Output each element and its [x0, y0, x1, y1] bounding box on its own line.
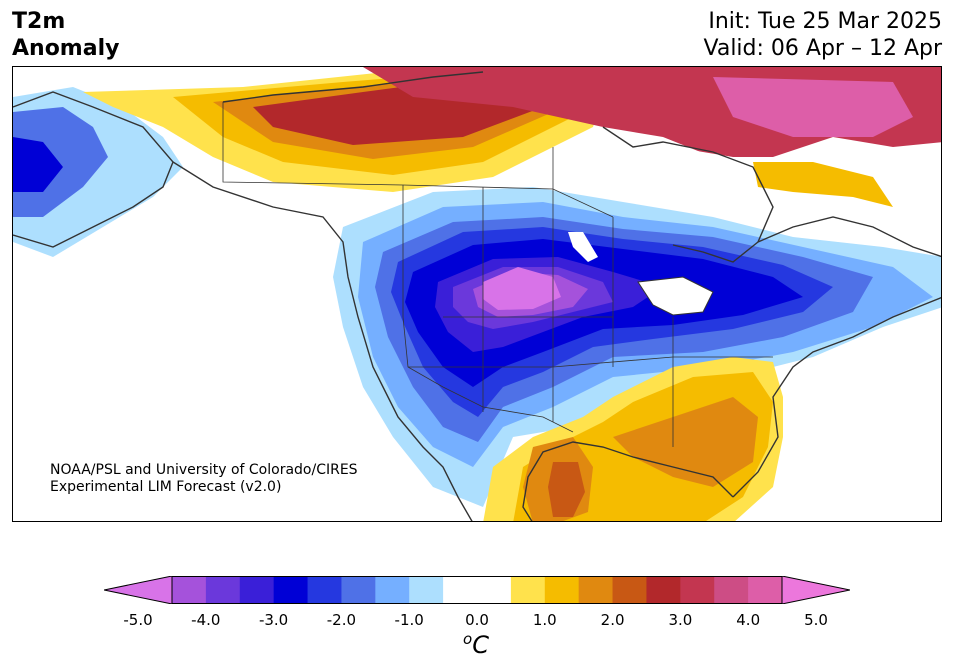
- mexico-warm-core: [548, 462, 585, 517]
- colorbar-tick-label: 5.0: [804, 611, 828, 629]
- arctic-warm-core: [713, 77, 913, 137]
- map-canvas: [13, 67, 941, 521]
- colorbar-outline: [171, 576, 783, 604]
- colorbar-tick-label: -5.0: [123, 611, 153, 629]
- colorbar-cell: [510, 576, 546, 604]
- colorbar-tick-label: 1.0: [532, 611, 557, 629]
- colorbar-cell: [307, 576, 342, 604]
- unit-label: C: [472, 631, 489, 659]
- colorbar-cell: [273, 576, 309, 604]
- colorbar-cell: [646, 576, 681, 604]
- colorbar-cell: [409, 576, 444, 604]
- title-line-1: T2m: [12, 9, 66, 34]
- lake-winnipeg: [568, 232, 598, 262]
- credit-line-2: Experimental LIM Forecast (v2.0): [50, 479, 282, 495]
- data-credit: NOAA/PSL and University of Colorado/CIRE…: [50, 462, 358, 496]
- coastlines: [13, 71, 941, 521]
- colorbar-cell: [239, 576, 275, 604]
- colorbar-cell: [341, 576, 376, 604]
- southeast-warm-inner: [613, 397, 758, 487]
- cold-core: [483, 267, 561, 310]
- colorbar-unit: oC: [463, 630, 489, 659]
- colorbar-tick-label: 4.0: [736, 611, 761, 629]
- credit-line-1: NOAA/PSL and University of Colorado/CIRE…: [50, 462, 358, 478]
- labrador-warm: [753, 162, 893, 207]
- colorbar-cell: [714, 576, 749, 604]
- colorbar-cell: [578, 576, 614, 604]
- colorbar-cell: [544, 576, 580, 604]
- colorbar-low-extend: [104, 576, 173, 604]
- colorbar-cell: [443, 576, 478, 604]
- unit-degree: o: [463, 630, 473, 648]
- colorbar-tick-label: 3.0: [668, 611, 693, 629]
- valid-range: Valid: 06 Apr – 12 Apr: [703, 36, 943, 61]
- title-line-2: Anomaly: [12, 36, 120, 61]
- forecast-dates: Init: Tue 25 Mar 2025 Valid: 06 Apr – 12…: [704, 8, 943, 62]
- colorbar-cell: [172, 576, 207, 604]
- colorbar-cell: [748, 576, 783, 604]
- anomaly-map: NOAA/PSL and University of Colorado/CIRE…: [12, 66, 942, 522]
- colorbar-ticks: -5.0 -4.0 -3.0 -2.0 -1.0 0.0 1.0 2.0 3.0 4.0 5.0: [0, 611, 954, 631]
- colorbar-tick-label: 2.0: [600, 611, 625, 629]
- colorbar-tick-label: -1.0: [394, 611, 424, 629]
- colorbar-tick-label: 0.0: [465, 611, 489, 629]
- colorbar-cell: [375, 576, 410, 604]
- colorbar-cell: [205, 576, 241, 604]
- init-date: Init: Tue 25 Mar 2025: [708, 9, 942, 34]
- political-borders: [222, 102, 773, 447]
- map-title: T2m Anomaly: [12, 8, 119, 62]
- colorbar-cell: [612, 576, 647, 604]
- colorbar-high-extend: [781, 576, 850, 604]
- colorbar-tick-label: -2.0: [326, 611, 357, 629]
- colorbar-cells: [172, 576, 783, 604]
- colorbar-tick-label: -4.0: [191, 611, 221, 629]
- colorbar: [104, 576, 850, 604]
- colorbar-tick-label: -3.0: [258, 611, 289, 629]
- alaska-anomaly-center: [13, 137, 63, 192]
- colorbar-cell: [477, 576, 512, 604]
- great-lakes: [637, 276, 714, 316]
- colorbar-cell: [680, 576, 715, 604]
